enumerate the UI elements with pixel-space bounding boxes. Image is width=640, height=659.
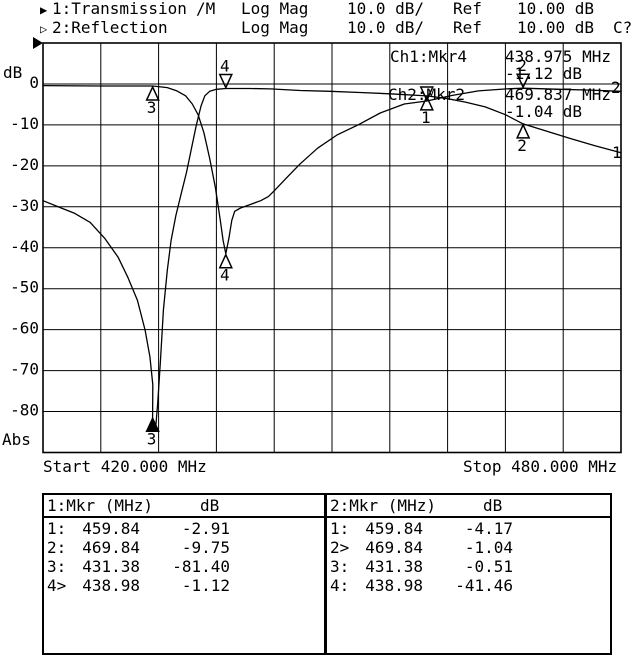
- table-row: 3: 431.38 -0.51: [327, 557, 610, 576]
- channel2-format: Log Mag: [241, 18, 309, 37]
- y-axis-unit-label: dB: [3, 63, 23, 82]
- marker-value: -1.12: [181, 576, 230, 595]
- table1-title: 1:Mkr (MHz): [47, 496, 153, 515]
- marker-value: -41.46: [455, 576, 513, 595]
- marker-4-up-triangle-icon: [218, 252, 233, 269]
- channel1-format: Log Mag: [241, 0, 309, 18]
- sweep-start-label: Start 420.000 MHz: [43, 457, 207, 476]
- channel1-label: 1:Transmission: [52, 0, 187, 18]
- marker-id: 4>: [47, 576, 67, 595]
- table2-title: 2:Mkr (MHz): [330, 496, 436, 515]
- table-row: 2> 469.84 -1.04: [327, 538, 610, 557]
- marker-label: 3: [147, 429, 157, 448]
- channel2-scale: 10.0 dB/: [347, 18, 425, 37]
- table2-header-divider: [327, 516, 610, 518]
- marker-4-down-triangle-icon: [218, 73, 233, 90]
- y-axis-tick-label: -60: [10, 319, 39, 338]
- channel1-ref-label: Ref: [453, 0, 482, 18]
- reference-level-arrow-icon: [33, 37, 43, 49]
- marker-id: 1:: [47, 519, 67, 538]
- marker-label: 2: [517, 56, 527, 75]
- channel2-ref-label: Ref: [453, 18, 482, 37]
- marker-value: -0.51: [464, 557, 513, 576]
- table-row: 3: 431.38 -81.40: [44, 557, 324, 576]
- marker-id: 3:: [330, 557, 350, 576]
- readout-ch2-value: -1.04 dB: [505, 102, 583, 121]
- table-row: 4: 438.98 -41.46: [327, 576, 610, 595]
- sweep-stop-label: Stop 480.000 MHz: [463, 457, 618, 476]
- marker-value: -81.40: [172, 557, 230, 576]
- marker-value: -1.04: [464, 538, 513, 557]
- y-axis-tick-label: -80: [10, 401, 39, 420]
- y-axis-tick-label: -50: [10, 278, 39, 297]
- marker-3-up-triangle-icon: [145, 85, 160, 101]
- readout-ch1-marker: Ch1:Mkr4: [390, 47, 468, 66]
- marker-id: 2:: [47, 538, 67, 557]
- marker-2-down-triangle-icon: [515, 73, 531, 89]
- marker-freq: 438.98: [365, 576, 423, 595]
- marker-label: 1: [421, 108, 431, 127]
- y-axis-tick-label: 0: [29, 73, 39, 92]
- y-axis-tick-label: -40: [10, 237, 39, 256]
- marker-label: 3: [147, 98, 157, 117]
- table-row: 1: 459.84 -4.17: [327, 519, 610, 538]
- marker-3-up-triangle-icon: [145, 416, 160, 433]
- marker-id: 3:: [47, 557, 67, 576]
- marker-freq: 431.38: [365, 557, 423, 576]
- graticule-frame: [42, 42, 622, 454]
- channel1-ref-value: 10.00 dB: [517, 0, 595, 18]
- marker-id: 4:: [330, 576, 350, 595]
- readout-ch2-freq: 469.837 MHz: [505, 85, 611, 104]
- trace2-end-label: 2: [611, 78, 621, 97]
- table1-header-divider: [44, 516, 324, 518]
- marker-label: 4: [220, 57, 230, 76]
- table-row: 2: 469.84 -9.75: [44, 538, 324, 557]
- marker-freq: 459.84: [82, 519, 140, 538]
- marker-freq: 469.84: [365, 538, 423, 557]
- marker-id: 2>: [330, 538, 350, 557]
- readout-ch2-marker: Ch2:Mkr2: [388, 85, 466, 104]
- marker-value: -4.17: [464, 519, 513, 538]
- y-axis-tick-label: -70: [10, 360, 39, 379]
- readout-ch1-freq: 438.975 MHz: [505, 47, 611, 66]
- table-row: 1: 459.84 -2.91: [44, 519, 324, 538]
- marker-table-ch1: 1:Mkr (MHz) dB 1: 459.84 -2.91 2: 469.84…: [42, 493, 326, 655]
- marker-freq: 469.84: [82, 538, 140, 557]
- channel1-scale: 10.0 dB/: [347, 0, 425, 18]
- y-axis-abs-label: Abs: [2, 430, 31, 449]
- channel2-label: 2:Reflection: [52, 18, 168, 37]
- table1-unit-header: dB: [200, 496, 220, 515]
- channel2-inactive-triangle-icon: ▷: [40, 22, 48, 36]
- y-axis-tick-label: -10: [10, 114, 39, 133]
- y-axis-tick-label: -20: [10, 155, 39, 174]
- y-axis-tick-label: -30: [10, 196, 39, 215]
- marker-table-ch2: 2:Mkr (MHz) dB 1: 459.84 -4.17 2> 469.84…: [325, 493, 612, 655]
- trace1-end-label: 1: [612, 143, 622, 162]
- marker-label: 4: [220, 266, 230, 285]
- channel2-ref-value: 10.00 dB: [517, 18, 595, 37]
- marker-id: 1:: [330, 519, 350, 538]
- marker-value: -2.91: [181, 519, 230, 538]
- marker-freq: 431.38: [82, 557, 140, 576]
- marker-unlabeled-down-triangle-icon: [419, 86, 434, 102]
- measurement-plot: 0 -10 -20 -30 -40 -50 -60 -70 -80 3 3 4 4 1 2 2: [10, 37, 622, 454]
- trace-transmission: [42, 87, 622, 431]
- marker-value: -9.75: [181, 538, 230, 557]
- table2-unit-header: dB: [483, 496, 503, 515]
- trace-reflection: [42, 84, 622, 255]
- calibration-status: C?: [613, 18, 633, 37]
- marker-2-up-triangle-icon: [515, 123, 531, 139]
- table-row: 4> 438.98 -1.12: [44, 576, 324, 595]
- channel1-math-indicator: /M: [196, 0, 216, 18]
- readout-ch1-value: -1.12 dB: [505, 64, 583, 83]
- marker-label: 2: [517, 136, 527, 155]
- marker-1-up-triangle-icon: [419, 95, 434, 111]
- marker-freq: 459.84: [365, 519, 423, 538]
- channel1-active-triangle-icon: ▶: [40, 3, 48, 17]
- marker-freq: 438.98: [82, 576, 140, 595]
